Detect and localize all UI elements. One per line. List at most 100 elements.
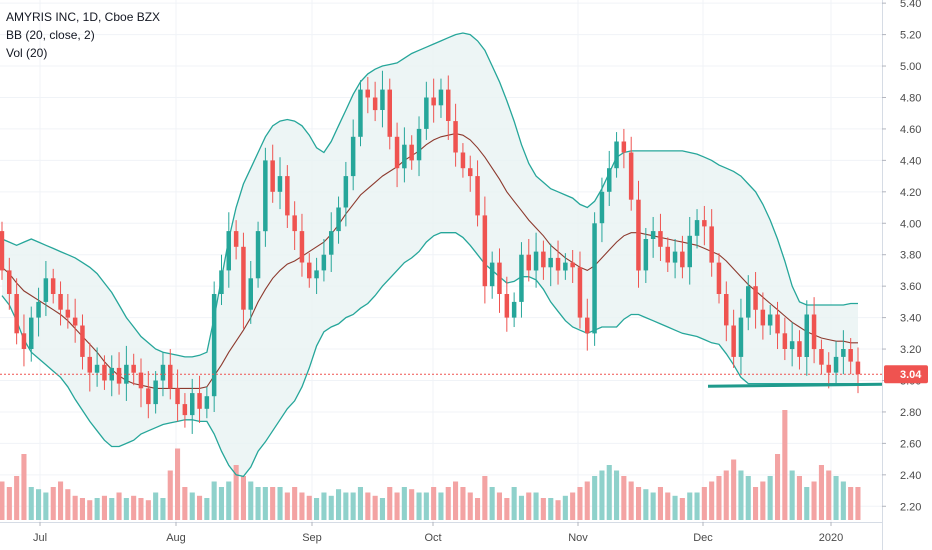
candle-body xyxy=(753,286,758,310)
candle xyxy=(58,281,63,326)
volume-bar xyxy=(314,498,320,520)
volume-indicator-label[interactable]: Vol (20) xyxy=(6,46,48,60)
volume-bar xyxy=(504,498,510,520)
candle-body xyxy=(109,367,114,381)
volume-bar xyxy=(87,500,93,520)
volume-bar xyxy=(738,470,744,520)
candle-body xyxy=(416,128,422,161)
candle xyxy=(50,268,56,304)
candle-body xyxy=(621,141,627,153)
price-axis[interactable]: 2.202.402.602.803.003.203.403.603.804.00… xyxy=(882,0,921,550)
candle-body xyxy=(190,393,195,416)
candle xyxy=(819,339,824,375)
volume-bar xyxy=(826,470,832,520)
candle-body xyxy=(226,231,231,271)
candle xyxy=(716,253,722,304)
chart-legend: AMYRIS INC, 1D, Cboe BZX BB (20, close, … xyxy=(6,8,160,62)
volume-bar xyxy=(189,492,195,520)
bollinger-indicator-label[interactable]: BB (20, close, 2) xyxy=(6,28,95,42)
price-tick-label: 5.00 xyxy=(900,61,921,73)
volume-bar xyxy=(789,470,795,520)
volume-bar xyxy=(592,476,598,520)
volume-bar xyxy=(833,476,839,520)
volume-bar xyxy=(782,410,788,520)
price-tick-label: 2.80 xyxy=(900,407,921,419)
candle xyxy=(614,132,619,178)
candle xyxy=(504,276,510,332)
candle-body xyxy=(343,176,349,208)
price-tick-label: 4.60 xyxy=(900,124,921,136)
candle xyxy=(43,261,49,317)
candle xyxy=(724,281,729,342)
candle xyxy=(738,298,744,375)
volume-bar xyxy=(306,495,312,520)
volume-bar xyxy=(197,495,203,520)
volume-bar xyxy=(226,481,232,520)
last-price-label: 3.04 xyxy=(900,369,922,381)
candle-body xyxy=(387,89,392,137)
candle xyxy=(372,81,378,122)
bollinger-lower-band xyxy=(1,232,858,478)
volume-bar xyxy=(760,481,766,520)
volume-bar xyxy=(709,481,715,520)
candle xyxy=(175,369,180,422)
symbol-title[interactable]: AMYRIS INC, 1D, Cboe BZX xyxy=(6,10,161,24)
volume-bar xyxy=(818,465,824,520)
volume-bar xyxy=(14,476,20,520)
candle-body xyxy=(694,220,700,236)
volume-bar xyxy=(636,487,642,520)
candle xyxy=(29,306,34,362)
candle xyxy=(387,78,392,150)
time-tick-label: Sep xyxy=(302,532,322,544)
candle xyxy=(541,240,546,280)
candle xyxy=(21,314,27,367)
candle xyxy=(482,196,488,304)
candle xyxy=(672,238,678,279)
candle xyxy=(760,292,766,340)
volume-bar xyxy=(745,476,751,520)
volume-bar xyxy=(431,487,437,520)
candle xyxy=(709,209,714,277)
candle-body xyxy=(29,317,34,349)
volume-bar xyxy=(394,492,400,520)
candle xyxy=(548,243,553,287)
candle-body xyxy=(716,262,722,294)
candle xyxy=(211,281,217,412)
volume-bar xyxy=(475,498,481,520)
last-price-badge: 3.04 xyxy=(884,365,928,384)
price-tick-label: 3.20 xyxy=(900,344,921,356)
price-tick-label: 4.00 xyxy=(900,218,921,230)
candle-body xyxy=(350,136,356,177)
candle-body xyxy=(702,220,707,227)
candle-body xyxy=(7,270,12,294)
bollinger-upper-band xyxy=(1,32,858,358)
volume-bar xyxy=(767,476,773,520)
candle xyxy=(0,221,5,280)
candle-body xyxy=(131,364,136,373)
volume-bar xyxy=(716,476,722,520)
volume-bar xyxy=(182,487,188,520)
candle xyxy=(511,292,517,328)
candle-body xyxy=(599,191,605,224)
volume-bar xyxy=(679,498,685,520)
candle-body xyxy=(614,141,619,169)
volume-bar xyxy=(262,487,268,520)
price-tick-label: 3.80 xyxy=(900,250,921,262)
candle-body xyxy=(307,262,312,279)
candle xyxy=(607,150,612,206)
candle xyxy=(811,297,817,364)
volume-bar xyxy=(416,492,422,520)
volume-bar xyxy=(109,498,115,520)
candle xyxy=(804,300,809,376)
candle-body xyxy=(592,223,597,334)
time-axis[interactable]: Jul Aug Sep Oct Nov Dec 2020 xyxy=(0,522,882,544)
candle xyxy=(621,128,627,169)
candle xyxy=(204,386,210,419)
candle-body xyxy=(431,97,436,106)
time-tick-label: Jul xyxy=(33,532,47,544)
volume-bar xyxy=(277,487,283,520)
candle-body xyxy=(438,89,444,106)
time-tick-label: Nov xyxy=(568,532,588,544)
candle-body xyxy=(175,388,180,405)
